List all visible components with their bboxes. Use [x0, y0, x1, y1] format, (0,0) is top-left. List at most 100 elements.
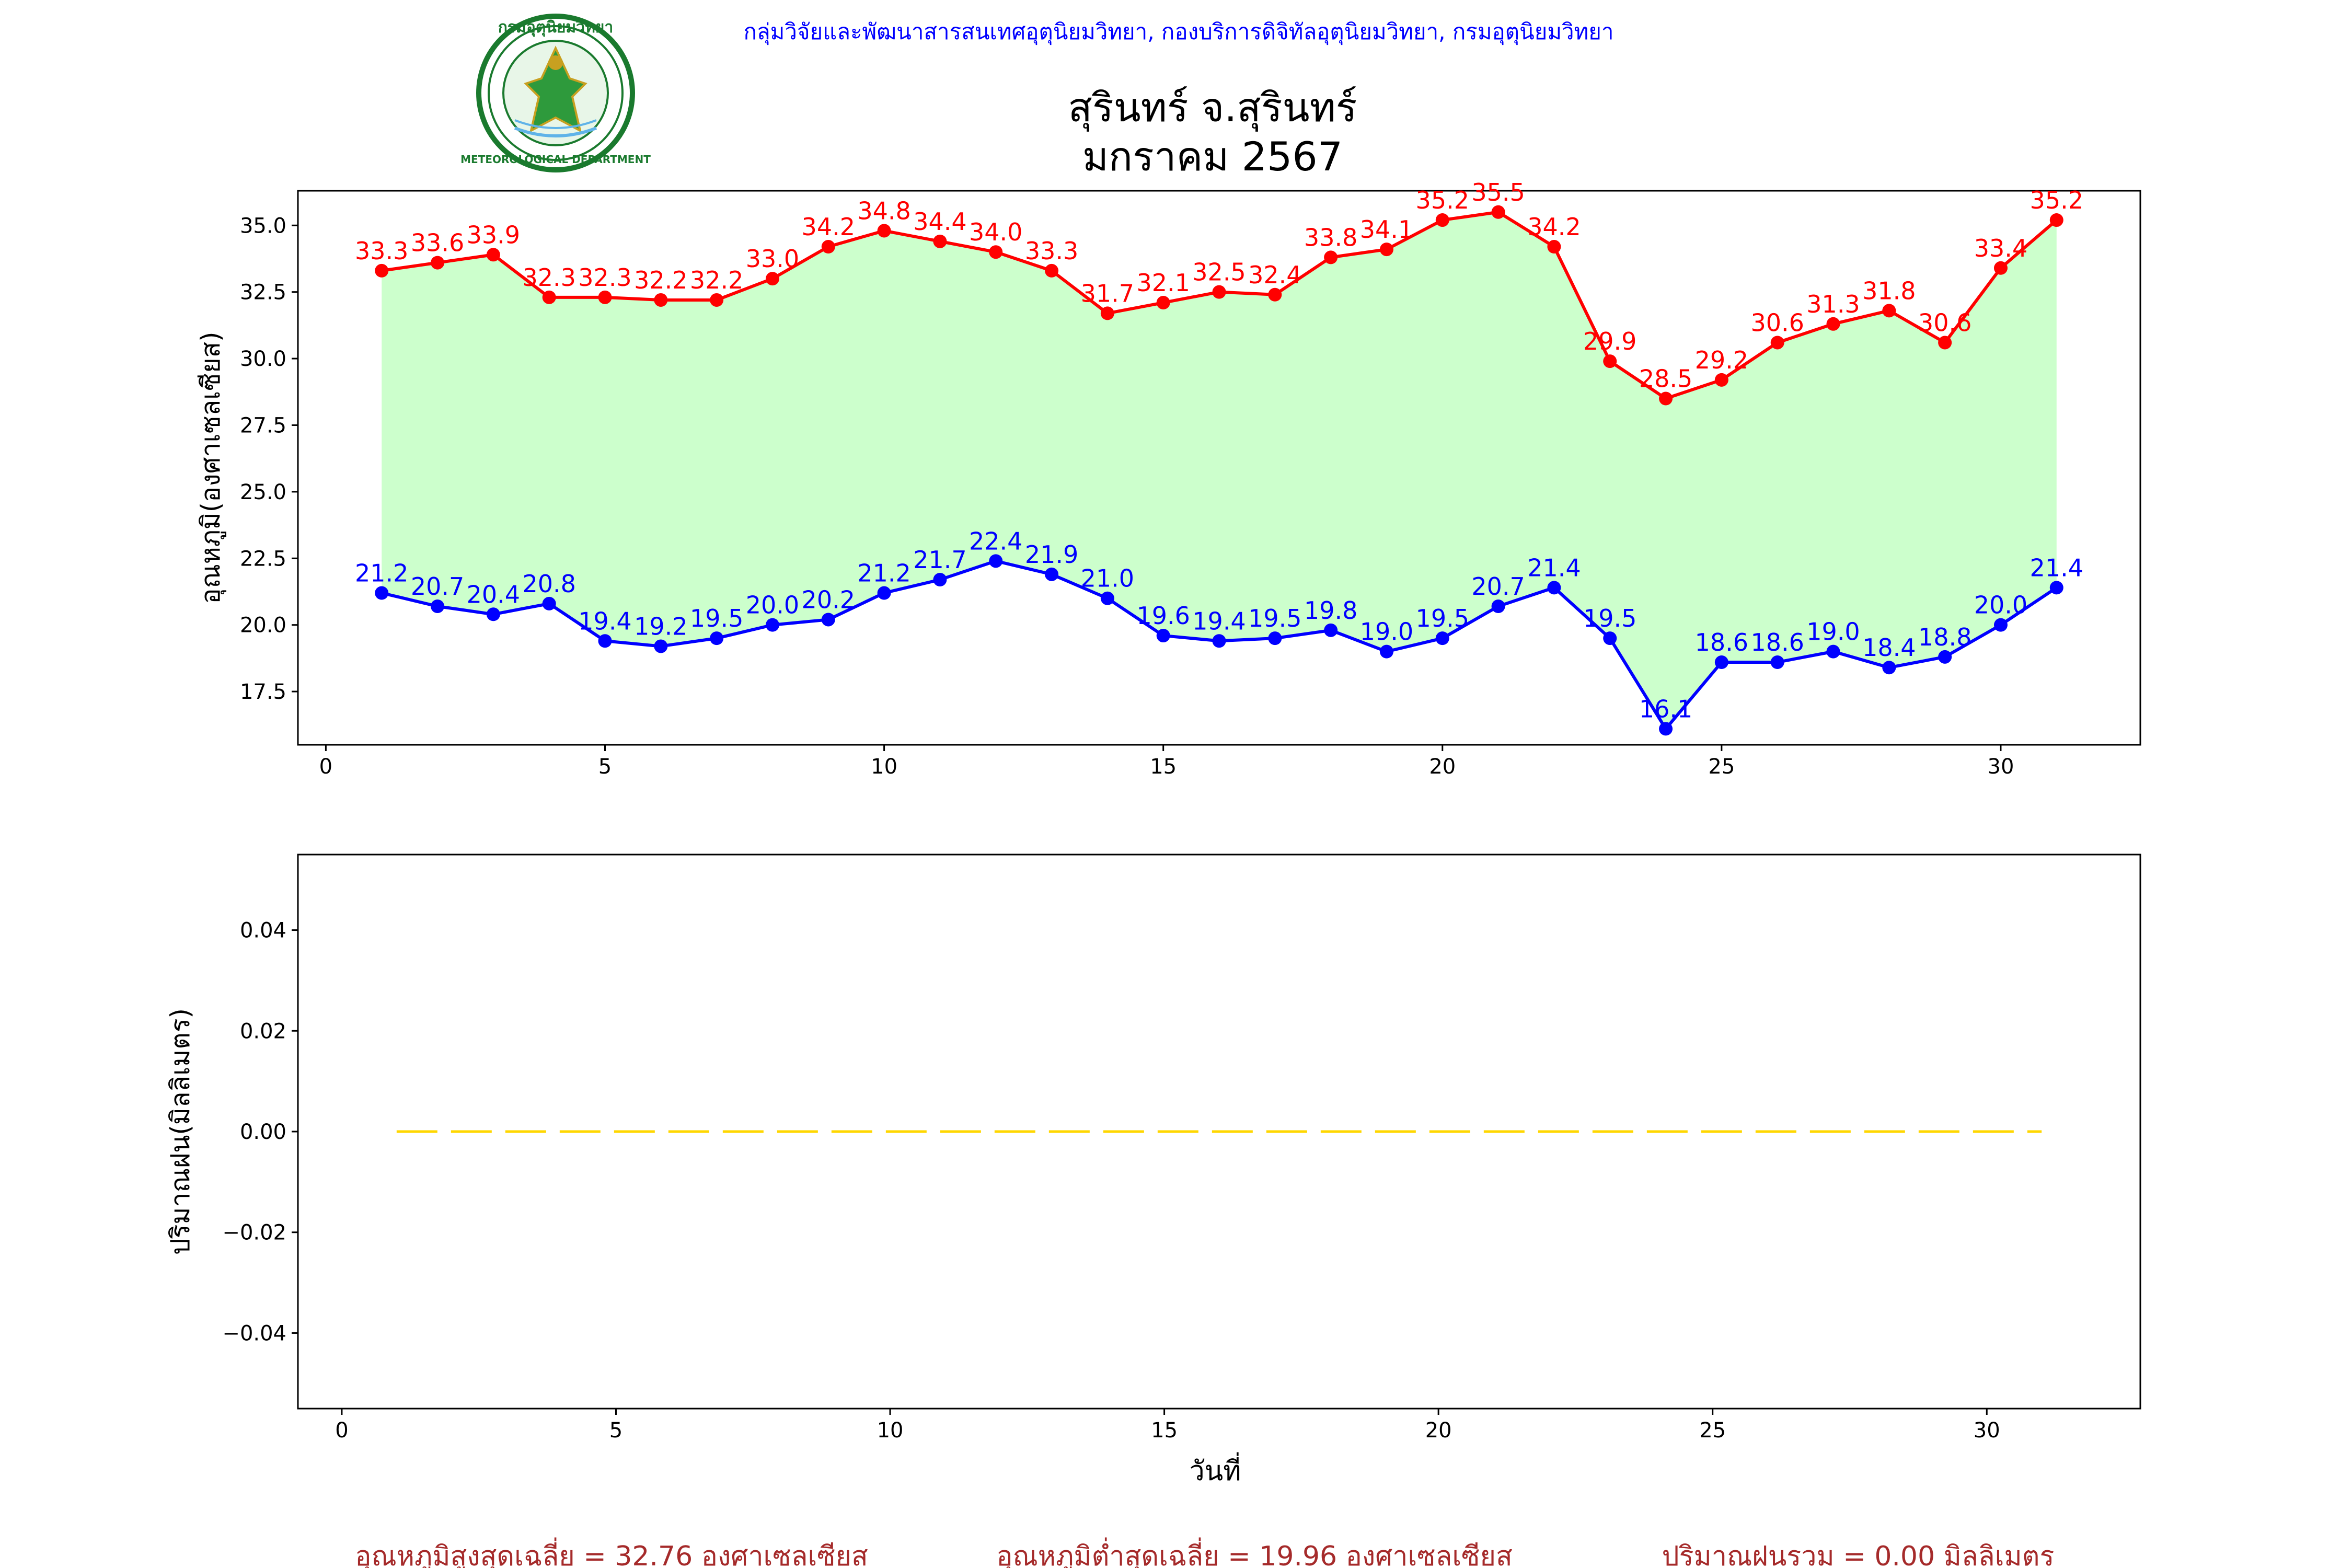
max-temperature-point — [1156, 296, 1170, 310]
max-temperature-data-label: 34.2 — [802, 213, 855, 241]
temperature-y-tick-label: 22.5 — [240, 547, 286, 571]
temperature-y-tick-label: 27.5 — [240, 413, 286, 437]
min-temperature-point — [877, 586, 891, 600]
min-temperature-point — [1882, 661, 1896, 675]
max-temperature-data-label: 31.8 — [1862, 276, 1916, 305]
min-temperature-data-label: 18.6 — [1750, 628, 1804, 656]
max-temperature-data-label: 29.9 — [1583, 327, 1636, 355]
chart-title-line1: สุรินทร์ จ.สุรินทร์ — [1068, 84, 1357, 132]
rainfall-x-tick-label: 20 — [1425, 1419, 1452, 1443]
rainfall-x-axis-label: วันที่ — [1189, 1452, 1241, 1487]
max-temperature-data-label: 30.6 — [1918, 308, 1971, 337]
max-temperature-point — [1938, 336, 1952, 350]
rainfall-y-tick-label: −0.04 — [222, 1321, 286, 1345]
max-temperature-data-label: 34.0 — [969, 218, 1022, 246]
rainfall-x-tick-label: 10 — [877, 1419, 904, 1443]
max-temperature-point — [486, 248, 500, 262]
max-temperature-point — [1435, 213, 1449, 227]
min-temperature-data-label: 19.2 — [634, 612, 687, 640]
min-temperature-data-label: 22.4 — [969, 527, 1022, 555]
min-temperature-data-label: 19.4 — [1192, 607, 1246, 635]
min-temperature-point — [1826, 644, 1840, 659]
min-temperature-data-label: 20.7 — [1471, 572, 1525, 601]
max-temperature-point — [821, 240, 835, 254]
min-temperature-point — [1770, 655, 1784, 670]
min-temperature-data-label: 19.5 — [1416, 604, 1469, 632]
min-temperature-point — [1156, 629, 1170, 643]
max-temperature-data-label: 32.3 — [522, 263, 575, 292]
min-temperature-point — [1212, 634, 1226, 648]
rainfall-y-tick-label: 0.02 — [240, 1019, 286, 1043]
min-temperature-data-label: 16.1 — [1639, 695, 1692, 723]
summary-avg-max: อุณหภูมิสูงสุดเฉลี่ย = 32.76 องศาเซลเซีย… — [355, 1537, 868, 1568]
max-temperature-point — [375, 263, 389, 278]
max-temperature-data-label: 34.8 — [857, 197, 910, 225]
min-temperature-data-label: 21.9 — [1025, 540, 1078, 569]
min-temperature-data-label: 19.4 — [578, 607, 631, 635]
min-temperature-data-label: 21.0 — [1081, 564, 1134, 593]
max-temperature-data-label: 34.1 — [1360, 215, 1413, 244]
max-temperature-point — [1100, 306, 1114, 320]
rainfall-y-tick-label: 0.04 — [240, 919, 286, 943]
max-temperature-point — [1882, 304, 1896, 318]
min-temperature-point — [1993, 618, 2008, 632]
min-temperature-point — [375, 586, 389, 600]
max-temperature-data-label: 35.2 — [2030, 186, 2083, 214]
rainfall-y-tick-label: 0.00 — [240, 1120, 286, 1144]
max-temperature-data-label: 33.3 — [1025, 237, 1078, 265]
max-temperature-data-label: 32.5 — [1192, 258, 1246, 286]
min-temperature-point — [486, 607, 500, 621]
max-temperature-point — [710, 293, 724, 307]
max-temperature-point — [1714, 373, 1728, 387]
chart-title-line2: มกราคม 2567 — [1082, 133, 1343, 180]
min-temperature-data-label: 20.0 — [1974, 591, 2027, 619]
max-temperature-point — [1379, 243, 1393, 257]
min-temperature-point — [1379, 644, 1393, 659]
min-temperature-data-label: 19.5 — [1583, 604, 1636, 632]
max-temperature-data-label: 30.6 — [1750, 308, 1804, 337]
min-temperature-data-label: 19.0 — [1360, 618, 1413, 646]
rainfall-y-axis-label: ปริมาณฝน(มิลลิเมตร) — [165, 1008, 195, 1255]
rainfall-x-tick-label: 25 — [1699, 1419, 1726, 1443]
logo-bottom-text: METEOROLOGICAL DEPARTMENT — [460, 153, 651, 166]
max-temperature-data-label: 31.7 — [1081, 279, 1134, 307]
max-temperature-point — [1212, 285, 1226, 299]
temperature-y-tick-label: 25.0 — [240, 480, 286, 504]
max-temperature-data-label: 32.2 — [634, 266, 687, 294]
min-temperature-data-label: 21.4 — [2030, 554, 2083, 582]
rainfall-x-tick-label: 30 — [1974, 1419, 2000, 1443]
rainfall-chart: 0 5 10 15 20 25 30 −0.04 −0.02 0.00 0.02 0.04 ปริมาณ… — [165, 854, 2141, 1487]
min-temperature-data-label: 20.8 — [522, 570, 575, 598]
rainfall-x-tick-label: 0 — [335, 1419, 348, 1443]
logo-top-text: กรมอุตุนิยมวิทยา — [498, 18, 613, 37]
min-temperature-point — [1547, 581, 1561, 595]
max-temperature-data-label: 34.4 — [913, 207, 966, 236]
max-temperature-data-label: 32.1 — [1136, 269, 1190, 297]
max-temperature-point — [877, 224, 891, 238]
temperature-y-tick-label: 35.0 — [240, 214, 286, 238]
min-temperature-point — [1491, 599, 1505, 613]
min-temperature-point — [933, 573, 947, 587]
min-temperature-data-label: 21.2 — [857, 559, 910, 587]
max-temperature-data-label: 35.5 — [1471, 178, 1525, 206]
min-temperature-point — [1938, 650, 1952, 664]
min-temperature-point — [1659, 722, 1673, 736]
min-temperature-point — [1324, 623, 1338, 637]
max-temperature-data-label: 32.4 — [1248, 261, 1301, 289]
max-temperature-point — [654, 293, 668, 307]
temperature-y-tick-label: 30.0 — [240, 347, 286, 371]
max-temperature-point — [1603, 354, 1617, 368]
temperature-x-tick-label: 10 — [871, 755, 897, 779]
max-temperature-data-label: 28.5 — [1639, 365, 1692, 393]
max-temperature-point — [989, 245, 1003, 259]
max-temperature-point — [765, 272, 779, 286]
max-temperature-point — [1770, 336, 1784, 350]
temperature-y-tick-label: 17.5 — [240, 680, 286, 704]
temperature-plot-frame — [297, 190, 2141, 746]
temperature-y-tick-label: 20.0 — [240, 614, 286, 638]
rainfall-y-tick-label: −0.02 — [222, 1221, 286, 1245]
min-temperature-data-label: 21.4 — [1527, 554, 1581, 582]
min-temperature-point — [989, 554, 1003, 568]
max-temperature-point — [431, 256, 445, 270]
max-temperature-point — [1491, 205, 1505, 219]
